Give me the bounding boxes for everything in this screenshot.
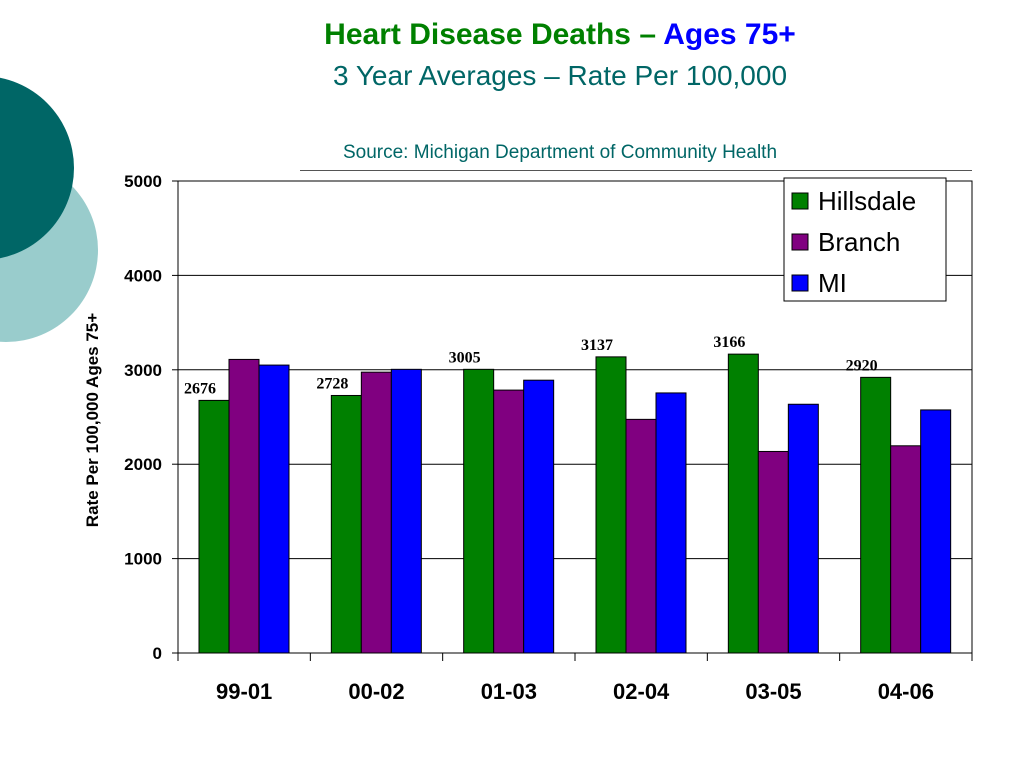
legend-label-hillsdale: Hillsdale: [818, 186, 916, 216]
x-tick-label: 99-01: [216, 679, 272, 704]
bar-mi: [920, 409, 952, 654]
y-tick-label: 2000: [124, 455, 162, 474]
bar-hillsdale: [595, 356, 627, 654]
bars-layer: [198, 353, 952, 654]
bar-branch: [757, 450, 789, 654]
bar-branch: [493, 389, 525, 654]
x-tick-label: 02-04: [613, 679, 670, 704]
x-tick-label: 01-03: [481, 679, 537, 704]
bar-branch: [625, 418, 657, 654]
legend-swatch-hillsdale: [791, 192, 809, 210]
bar-mi: [523, 379, 555, 654]
title-accent: Ages 75+: [663, 18, 796, 51]
y-tick-label: 1000: [124, 550, 162, 569]
legend-box: [783, 177, 947, 302]
data-label: 3005: [449, 349, 481, 366]
legend-swatch-mi: [791, 274, 809, 292]
bar-branch: [360, 371, 392, 654]
x-tick-label: 00-02: [348, 679, 404, 704]
legend-label-mi: MI: [818, 268, 847, 298]
bar-mi: [390, 368, 422, 654]
y-tick-label: 4000: [124, 266, 162, 285]
page-subtitle: 3 Year Averages – Rate Per 100,000: [332, 60, 788, 91]
x-tick-label: 03-05: [745, 679, 801, 704]
bar-hillsdale: [330, 394, 362, 654]
x-tick-label: 04-06: [878, 679, 934, 704]
data-label: 2920: [846, 357, 878, 374]
legend: Hillsdale Branch MI: [783, 177, 947, 302]
legend-label-branch: Branch: [818, 227, 900, 257]
page-title: Heart Disease Deaths – Ages 75+: [160, 18, 960, 52]
y-tick-label: 5000: [124, 172, 162, 191]
bar-hillsdale: [198, 399, 230, 654]
title-divider: [300, 170, 972, 171]
axis-layer: 0 1000 2000 3000 4000 5000 Rate Per 100,000 Ag…: [83, 172, 973, 704]
title-prefix: Heart Disease Deaths –: [324, 18, 664, 51]
data-label: 3137: [581, 337, 613, 354]
bar-hillsdale: [860, 376, 892, 654]
source-note: Source: Michigan Department of Community…: [342, 142, 778, 163]
data-label: 3166: [713, 334, 745, 351]
bar-mi: [655, 392, 687, 654]
bar-branch: [228, 358, 260, 654]
y-tick-label: 3000: [124, 361, 162, 380]
labels-layer: 2676 2728 3005 3137 3166 2920: [184, 334, 878, 397]
bar-mi: [258, 364, 290, 654]
y-tick-label: 0: [153, 644, 162, 663]
dark-teal-circle: [0, 77, 74, 259]
bar-hillsdale: [463, 368, 495, 654]
legend-swatch-branch: [791, 233, 809, 251]
y-axis-title: Rate Per 100,000 Ages 75+: [83, 313, 102, 527]
bar-branch: [890, 445, 922, 654]
decorative-circles: [0, 77, 98, 342]
bar-hillsdale: [727, 353, 759, 654]
data-label: 2728: [316, 375, 348, 392]
bar-mi: [787, 403, 819, 654]
data-label: 2676: [184, 380, 216, 397]
